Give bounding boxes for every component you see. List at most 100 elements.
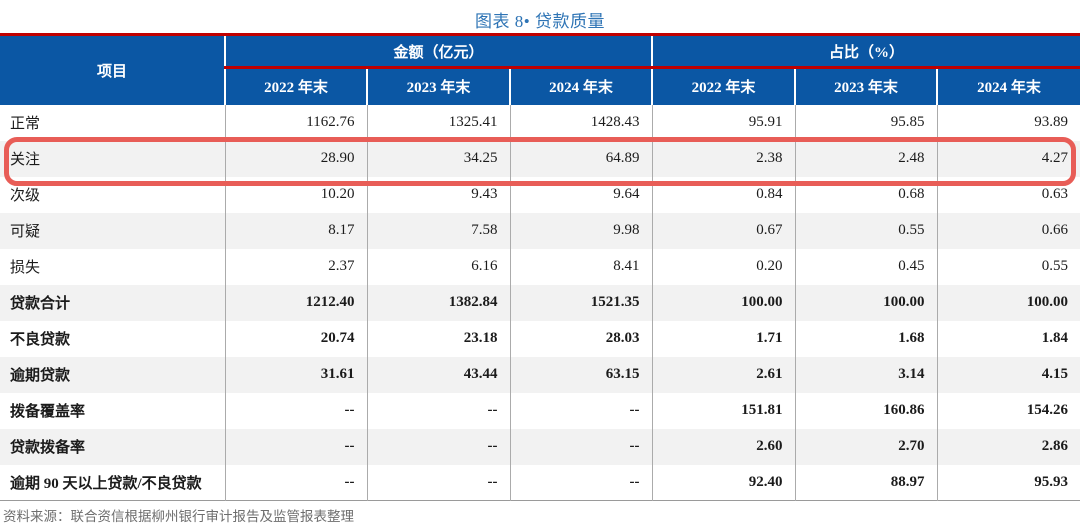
table-row: 损失 2.37 6.16 8.41 0.20 0.45 0.55	[0, 248, 1080, 285]
table-row: 拨备覆盖率 -- -- -- 151.81 160.86 154.26	[0, 392, 1080, 429]
table-cell: --	[509, 392, 652, 429]
table-cell: 2.86	[936, 428, 1080, 465]
table-cell: 1428.43	[509, 104, 652, 141]
table-cell: 1162.76	[224, 104, 367, 141]
table-cell: 2.38	[651, 140, 795, 177]
table-row: 逾期 90 天以上贷款/不良贷款 -- -- -- 92.40 88.97 95.93	[0, 464, 1080, 501]
table-cell: 28.90	[224, 140, 367, 177]
table-cell: 3.14	[794, 356, 937, 393]
table-cell: 95.91	[651, 104, 795, 141]
table-cell: 0.68	[794, 176, 937, 213]
row-label: 贷款合计	[10, 296, 71, 312]
table-cell: 0.66	[936, 212, 1080, 249]
table-cell: 31.61	[224, 356, 367, 393]
table-cell: 23.18	[366, 320, 510, 357]
table-cell: 9.64	[509, 176, 652, 213]
table-cell: 64.89	[509, 140, 652, 177]
table-cell: --	[224, 464, 367, 501]
table-row: 不良贷款 20.74 23.18 28.03 1.71 1.68 1.84	[0, 320, 1080, 357]
table-cell: --	[366, 392, 510, 429]
table-cell: 0.55	[936, 248, 1080, 285]
table-cell: 1212.40	[224, 284, 367, 321]
column-header-share-2022: 2022 年末	[651, 67, 795, 105]
table-cell: --	[366, 464, 510, 501]
row-label: 逾期 90 天以上贷款/不良贷款	[10, 475, 202, 492]
table-cell: --	[366, 428, 510, 465]
table-cell: 95.93	[936, 464, 1080, 501]
table-row: 关注 28.90 34.25 64.89 2.38 2.48 4.27	[0, 140, 1080, 177]
column-header-amount-2022: 2022 年末	[225, 67, 367, 105]
table-cell: --	[224, 392, 367, 429]
table-cell: 0.55	[794, 212, 937, 249]
table-cell: 0.63	[936, 176, 1080, 213]
table-cell: 92.40	[651, 464, 795, 501]
column-header-amount-2023: 2023 年末	[366, 67, 510, 105]
table-cell: --	[224, 428, 367, 465]
table-cell: 100.00	[794, 284, 937, 321]
column-header-share-2023: 2023 年末	[794, 67, 937, 105]
table-cell: 0.45	[794, 248, 937, 285]
table-cell: 160.86	[794, 392, 937, 429]
table-cell: 2.61	[651, 356, 795, 393]
table-row: 可疑 8.17 7.58 9.98 0.67 0.55 0.66	[0, 212, 1080, 249]
table-cell: 7.58	[366, 212, 510, 249]
table-cell: 1382.84	[366, 284, 510, 321]
table-cell: 2.48	[794, 140, 937, 177]
table-body: 正常 1162.76 1325.41 1428.43 95.91 95.85 93.89 …	[0, 104, 1080, 501]
table-cell: 95.85	[794, 104, 937, 141]
table-cell: --	[509, 464, 652, 501]
column-header-item: 项目	[0, 34, 226, 105]
table-row: 次级 10.20 9.43 9.64 0.84 0.68 0.63	[0, 176, 1080, 213]
row-label: 逾期贷款	[10, 368, 71, 384]
table-cell: 1.71	[651, 320, 795, 357]
table-cell: 43.44	[366, 356, 510, 393]
figure-title: 图表 8• 贷款质量	[475, 12, 605, 31]
column-group-amount: 金额（亿元）	[225, 34, 652, 69]
source-note: 资料来源：联合资信根据柳州银行审计报告及监管报表整理	[3, 509, 354, 524]
column-header-share-2024: 2024 年末	[935, 67, 1080, 105]
table-row: 贷款合计 1212.40 1382.84 1521.35 100.00 100.00 10…	[0, 284, 1080, 321]
header-group-row: 项目 金额（亿元） 占比（%）	[0, 34, 1080, 105]
row-label: 损失	[10, 260, 41, 276]
table-cell: 20.74	[224, 320, 367, 357]
table-row: 贷款拨备率 -- -- -- 2.60 2.70 2.86	[0, 428, 1080, 465]
table-cell: 9.98	[509, 212, 652, 249]
row-label: 拨备覆盖率	[10, 404, 86, 420]
loan-quality-table: 项目 金额（亿元） 占比（%） 2022 年末 2023 年末 2024 年末 …	[0, 33, 1080, 501]
table-cell: 100.00	[651, 284, 795, 321]
table-cell: 1325.41	[366, 104, 510, 141]
table-cell: 8.41	[509, 248, 652, 285]
table-cell: 2.37	[224, 248, 367, 285]
table-cell: 100.00	[936, 284, 1080, 321]
table-cell: --	[509, 428, 652, 465]
row-label: 不良贷款	[10, 332, 71, 348]
table-cell: 8.17	[224, 212, 367, 249]
table-cell: 28.03	[509, 320, 652, 357]
row-label: 贷款拨备率	[10, 440, 86, 456]
row-label: 关注	[10, 152, 41, 168]
table-cell: 154.26	[936, 392, 1080, 429]
row-label: 可疑	[10, 224, 41, 240]
table-cell: 9.43	[366, 176, 510, 213]
table-cell: 6.16	[366, 248, 510, 285]
table-cell: 2.60	[651, 428, 795, 465]
table-cell: 1.84	[936, 320, 1080, 357]
table-cell: 10.20	[224, 176, 367, 213]
table-cell: 0.20	[651, 248, 795, 285]
column-group-share: 占比（%）	[650, 34, 1080, 69]
table-cell: 34.25	[366, 140, 510, 177]
table-cell: 4.27	[936, 140, 1080, 177]
row-label: 次级	[10, 188, 41, 204]
table-cell: 0.84	[651, 176, 795, 213]
table-cell: 88.97	[794, 464, 937, 501]
table-row: 正常 1162.76 1325.41 1428.43 95.91 95.85 93.89	[0, 104, 1080, 141]
table-cell: 4.15	[936, 356, 1080, 393]
table-cell: 63.15	[509, 356, 652, 393]
table-header: 项目 金额（亿元） 占比（%） 2022 年末 2023 年末 2024 年末 …	[0, 34, 1080, 105]
table-cell: 2.70	[794, 428, 937, 465]
table-cell: 151.81	[651, 392, 795, 429]
header-year-row: 2022 年末 2023 年末 2024 年末 2022 年末 2023 年末 …	[0, 67, 1080, 105]
table-row: 逾期贷款 31.61 43.44 63.15 2.61 3.14 4.15	[0, 356, 1080, 393]
row-label: 正常	[10, 116, 41, 132]
